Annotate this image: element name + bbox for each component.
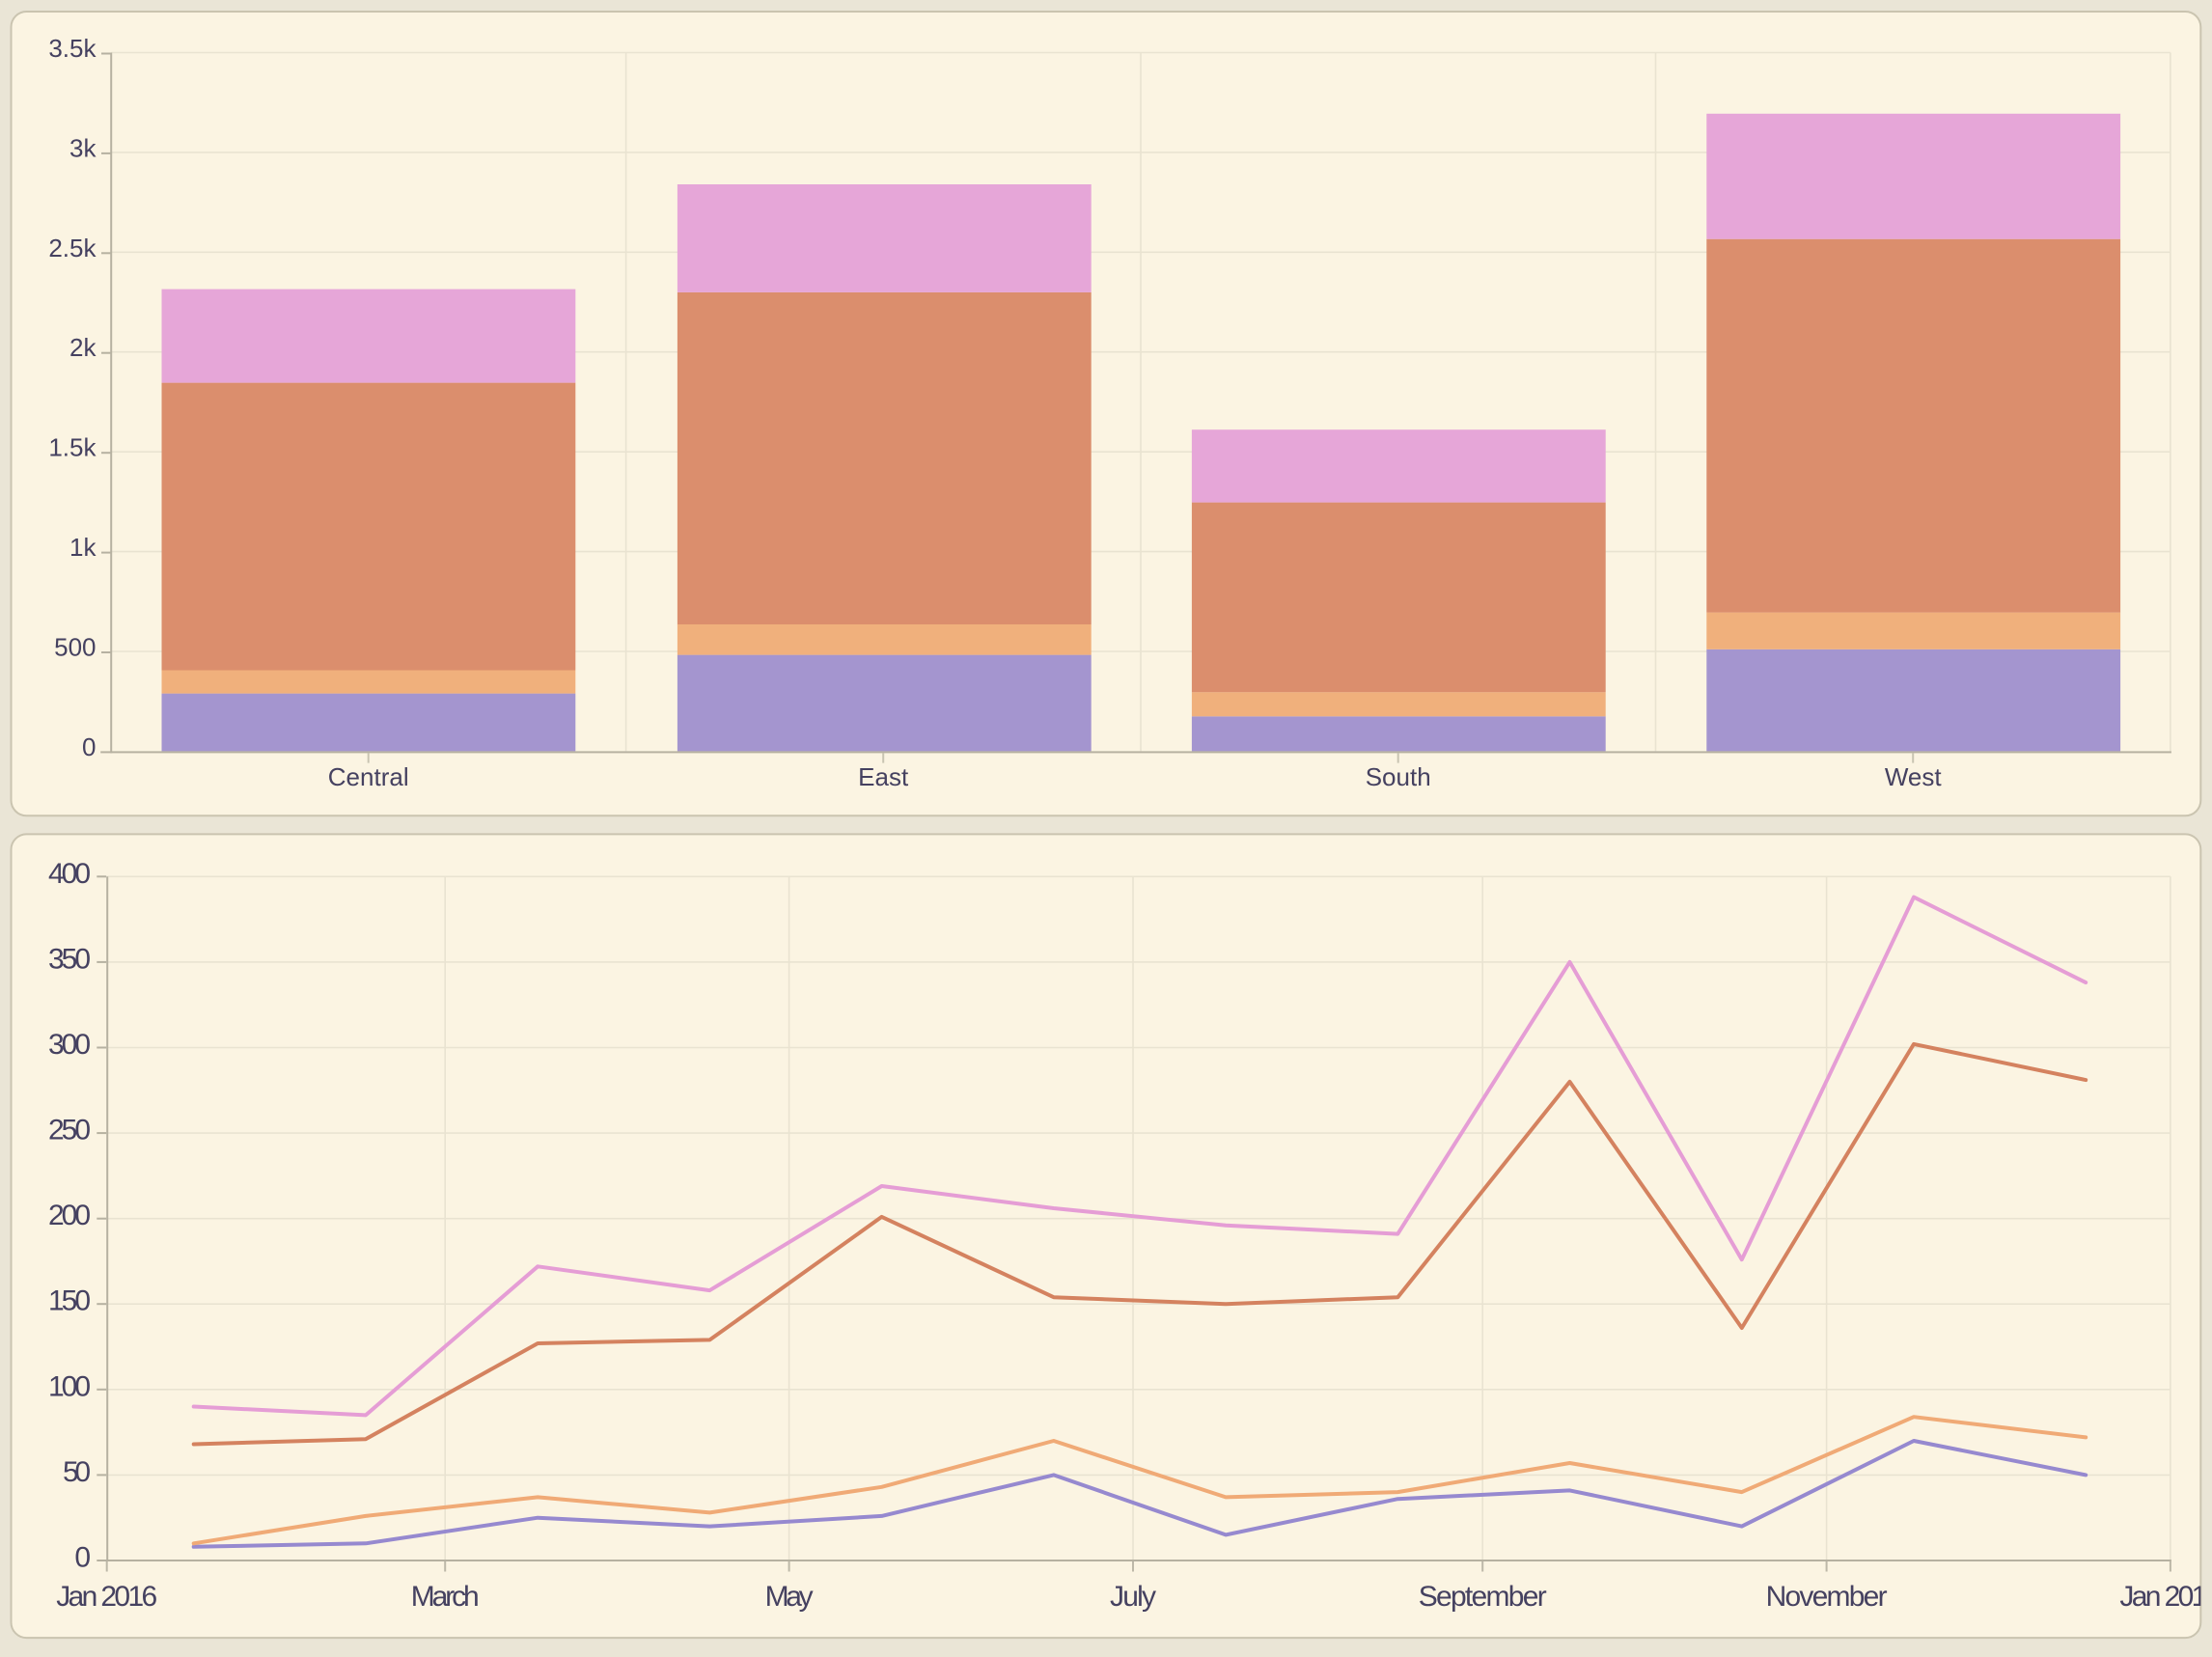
svg-text:West: West — [1885, 762, 1943, 791]
svg-text:50: 50 — [63, 1456, 91, 1488]
svg-text:300: 300 — [48, 1029, 91, 1061]
svg-text:South: South — [1366, 762, 1431, 791]
svg-text:Jan 2016: Jan 2016 — [56, 1581, 157, 1613]
svg-text:150: 150 — [48, 1285, 91, 1317]
svg-text:3.5k: 3.5k — [48, 34, 97, 63]
svg-text:500: 500 — [54, 633, 96, 662]
svg-text:2.5k: 2.5k — [48, 234, 97, 262]
svg-text:350: 350 — [48, 943, 91, 975]
svg-text:September: September — [1419, 1581, 1547, 1613]
svg-text:May: May — [765, 1581, 814, 1613]
svg-text:1.5k: 1.5k — [48, 433, 97, 462]
svg-text:East: East — [858, 762, 909, 791]
svg-text:Central: Central — [328, 762, 409, 791]
svg-text:0: 0 — [74, 1542, 91, 1574]
svg-text:November: November — [1766, 1581, 1888, 1613]
svg-text:200: 200 — [48, 1200, 91, 1231]
svg-text:1k: 1k — [69, 533, 97, 562]
svg-text:0: 0 — [82, 732, 96, 761]
svg-text:July: July — [1110, 1581, 1156, 1613]
svg-text:2k: 2k — [69, 333, 97, 362]
svg-text:Jan 2017: Jan 2017 — [2119, 1581, 2212, 1613]
svg-text:3k: 3k — [69, 133, 97, 162]
svg-text:250: 250 — [48, 1115, 91, 1146]
svg-text:March: March — [411, 1581, 480, 1613]
svg-text:100: 100 — [48, 1370, 91, 1402]
svg-text:400: 400 — [48, 858, 91, 890]
